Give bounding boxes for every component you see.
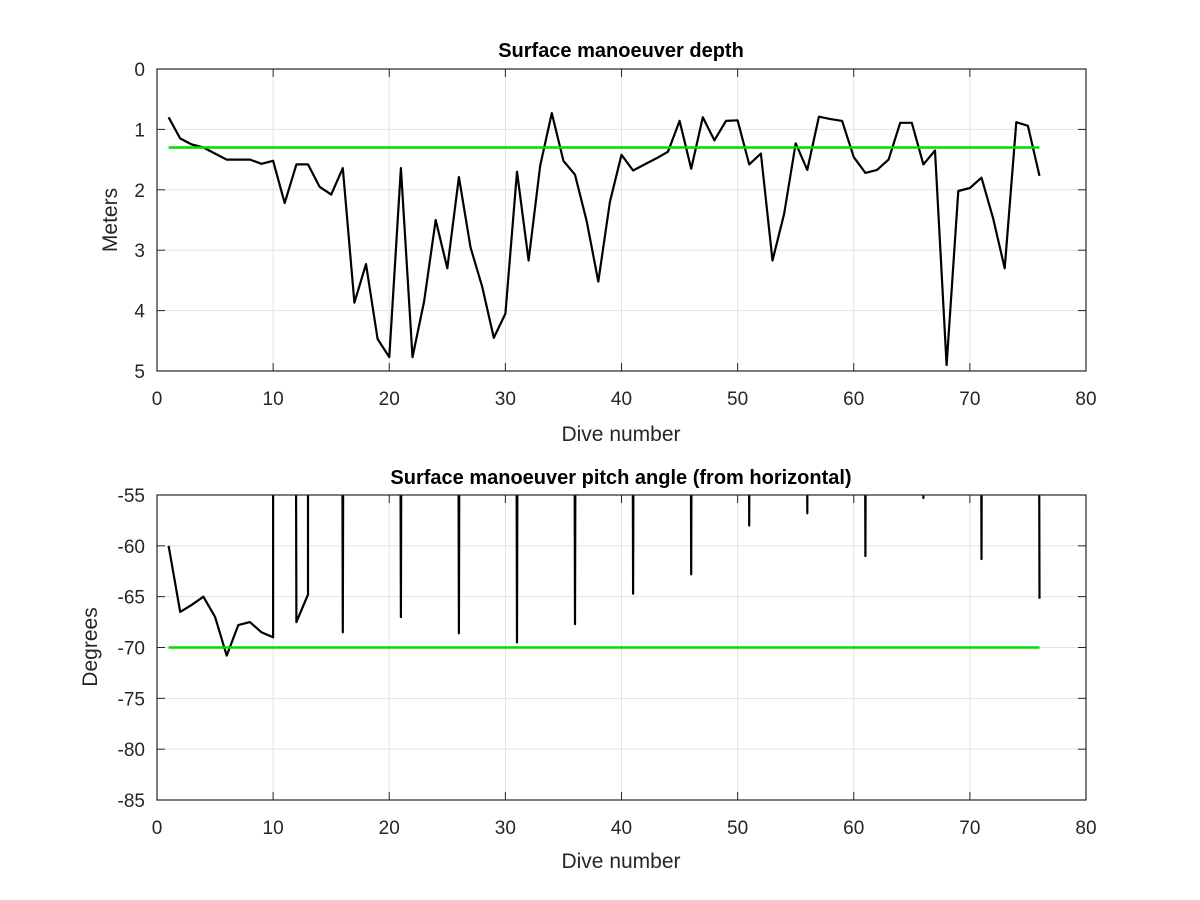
pitch-x-tick-label: 20 — [379, 818, 400, 839]
pitch-x-tick-label: 50 — [727, 818, 748, 839]
pitch-x-axis-label: Dive number — [561, 850, 680, 873]
pitch-y-axis-label: Degrees — [79, 607, 102, 686]
depth-y-tick-label: 2 — [134, 181, 145, 202]
pitch-x-tick-label: 80 — [1075, 818, 1096, 839]
pitch-y-tick-label: -60 — [118, 537, 145, 558]
pitch-x-tick-label: 60 — [843, 818, 864, 839]
depth-x-tick-label: 20 — [379, 389, 400, 410]
depth-y-tick-label: 5 — [134, 362, 145, 383]
pitch-axes-box — [156, 494, 1087, 801]
depth-x-tick-label: 50 — [727, 389, 748, 410]
pitch-chart-title: Surface manoeuver pitch angle (from hori… — [390, 467, 851, 489]
pitch-y-tick-label: -70 — [118, 639, 145, 660]
pitch-data-line — [167, 495, 1041, 657]
depth-y-tick-label: 4 — [134, 302, 145, 323]
depth-y-tick-label: 3 — [134, 241, 145, 262]
pitch-series — [167, 495, 1041, 657]
depth-x-tick-label: 30 — [495, 389, 516, 410]
depth-data-line — [167, 111, 1041, 367]
pitch-y-tick-label: -65 — [118, 588, 145, 609]
pitch-y-tick-label: -85 — [118, 791, 145, 812]
pitch-y-tick-label: -55 — [118, 486, 145, 507]
depth-grid — [157, 69, 1086, 371]
depth-series — [167, 111, 1041, 367]
pitch-y-tick-label: -75 — [118, 689, 145, 710]
depth-x-axis-label: Dive number — [561, 423, 680, 446]
pitch-y-tick-label: -80 — [118, 740, 145, 761]
depth-x-tick-label: 80 — [1075, 389, 1096, 410]
pitch-x-tick-label: 30 — [495, 818, 516, 839]
depth-x-tick-label: 0 — [152, 389, 163, 410]
depth-y-tick-label: 0 — [134, 60, 145, 81]
depth-axes-box — [156, 68, 1087, 372]
pitch-subplot: Surface manoeuver pitch angle (from hori… — [79, 467, 1097, 873]
depth-y-axis-label: Meters — [99, 188, 122, 252]
depth-chart-title: Surface manoeuver depth — [498, 40, 744, 62]
pitch-x-tick-label: 70 — [959, 818, 980, 839]
depth-x-tick-label: 70 — [959, 389, 980, 410]
depth-subplot: Surface manoeuver depth Dive number Mete… — [99, 40, 1097, 446]
depth-y-tick-label: 1 — [134, 120, 145, 141]
depth-x-tick-label: 60 — [843, 389, 864, 410]
depth-x-tick-label: 10 — [263, 389, 284, 410]
pitch-ticks: 0 10 20 30 40 50 60 70 80 -55 -60 -65 -70 -75 -80 -85 — [118, 486, 1097, 839]
depth-x-tick-label: 40 — [611, 389, 632, 410]
pitch-x-tick-label: 10 — [263, 818, 284, 839]
pitch-x-tick-label: 40 — [611, 818, 632, 839]
pitch-x-tick-label: 0 — [152, 818, 163, 839]
